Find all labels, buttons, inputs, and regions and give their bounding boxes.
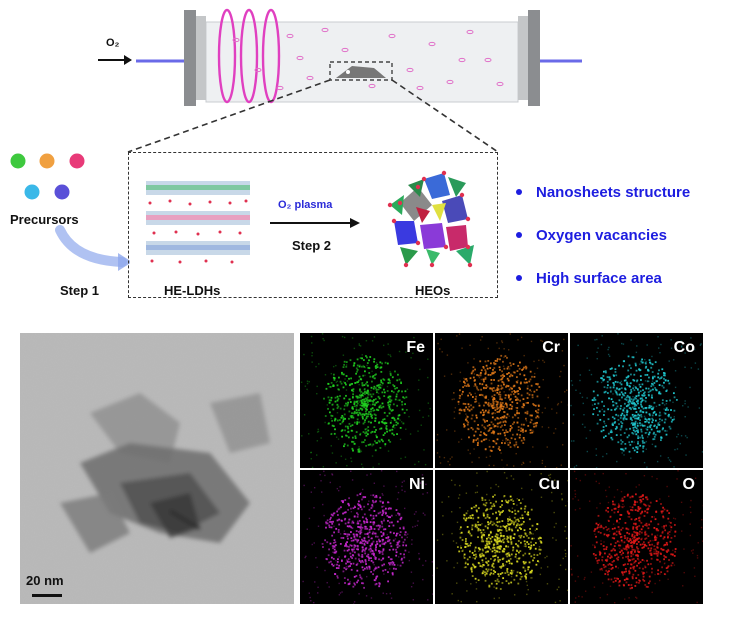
plasma-coil xyxy=(217,8,281,104)
heo-structure xyxy=(387,170,474,268)
ldh-structure xyxy=(146,181,250,264)
step1-arrow xyxy=(55,225,127,267)
feature-list: Nanosheets structure Oxygen vacancies Hi… xyxy=(516,180,690,309)
gas-label: O₂ xyxy=(106,37,120,49)
step2-label: Step 2 xyxy=(292,238,332,253)
zoom-line-right xyxy=(391,79,499,152)
eds-map-cr: Cr xyxy=(435,333,568,468)
eds-map-o: O xyxy=(570,469,703,604)
eds-map-ni: Ni xyxy=(300,469,433,604)
eds-map-grid: Fe Cr Co Ni Cu O xyxy=(300,333,703,604)
eds-map-cu: Cu xyxy=(435,469,568,604)
element-label: Co xyxy=(673,339,695,356)
plasma-reactor xyxy=(98,8,582,152)
feature-item: High surface area xyxy=(516,266,690,290)
eds-signal xyxy=(570,469,703,604)
feature-text: Oxygen vacancies xyxy=(536,226,667,244)
ldh-label: HE-LDHs xyxy=(164,283,221,298)
eds-signal xyxy=(436,470,568,604)
step1-label: Step 1 xyxy=(60,283,100,298)
ldh-layer-1 xyxy=(146,181,250,195)
element-label: Ni xyxy=(409,475,425,493)
eds-signal xyxy=(300,333,431,468)
zoom-box xyxy=(128,152,498,298)
ldh-layer-3 xyxy=(146,241,250,255)
plasma-particles xyxy=(232,27,504,91)
precursors-label: Precursors xyxy=(10,212,79,227)
element-label: Cr xyxy=(542,339,560,356)
left-flange xyxy=(184,10,206,106)
feature-text: Nanosheets structure xyxy=(536,183,691,201)
plasma-label: O₂ plasma xyxy=(278,199,333,211)
eds-signal xyxy=(436,333,568,468)
eds-signal xyxy=(302,469,433,604)
eds-map-co: Co xyxy=(570,333,703,468)
precursor-dot-green xyxy=(10,153,26,169)
scale-bar xyxy=(32,594,62,597)
precursor-dot-orange xyxy=(39,153,55,169)
feature-item: Oxygen vacancies xyxy=(516,223,690,247)
precursor-dot-pink xyxy=(69,153,85,169)
ldh-layer-2 xyxy=(146,211,250,225)
tem-image xyxy=(20,333,294,604)
feature-item: Nanosheets structure xyxy=(516,180,690,204)
sample-boat xyxy=(329,61,393,81)
feature-text: High surface area xyxy=(536,269,662,287)
eds-signal xyxy=(570,333,703,468)
precursor-dot-purple xyxy=(54,184,70,200)
bullet-dot xyxy=(516,189,522,195)
element-label: O xyxy=(682,475,695,493)
step2-arrow xyxy=(270,218,360,228)
bullet-dot xyxy=(516,275,522,281)
zoom-line-left xyxy=(127,79,331,152)
element-label: Fe xyxy=(406,339,425,356)
gas-inlet-arrow xyxy=(98,55,132,65)
scale-label: 20 nm xyxy=(26,573,64,588)
precursor-dots xyxy=(10,153,130,271)
tem-micrograph xyxy=(20,333,294,604)
right-flange xyxy=(518,10,540,106)
precursor-dot-cyan xyxy=(24,184,40,200)
bullet-dot xyxy=(516,232,522,238)
element-label: Cu xyxy=(538,475,560,493)
heo-label: HEOs xyxy=(415,283,451,298)
eds-map-fe: Fe xyxy=(300,333,433,468)
